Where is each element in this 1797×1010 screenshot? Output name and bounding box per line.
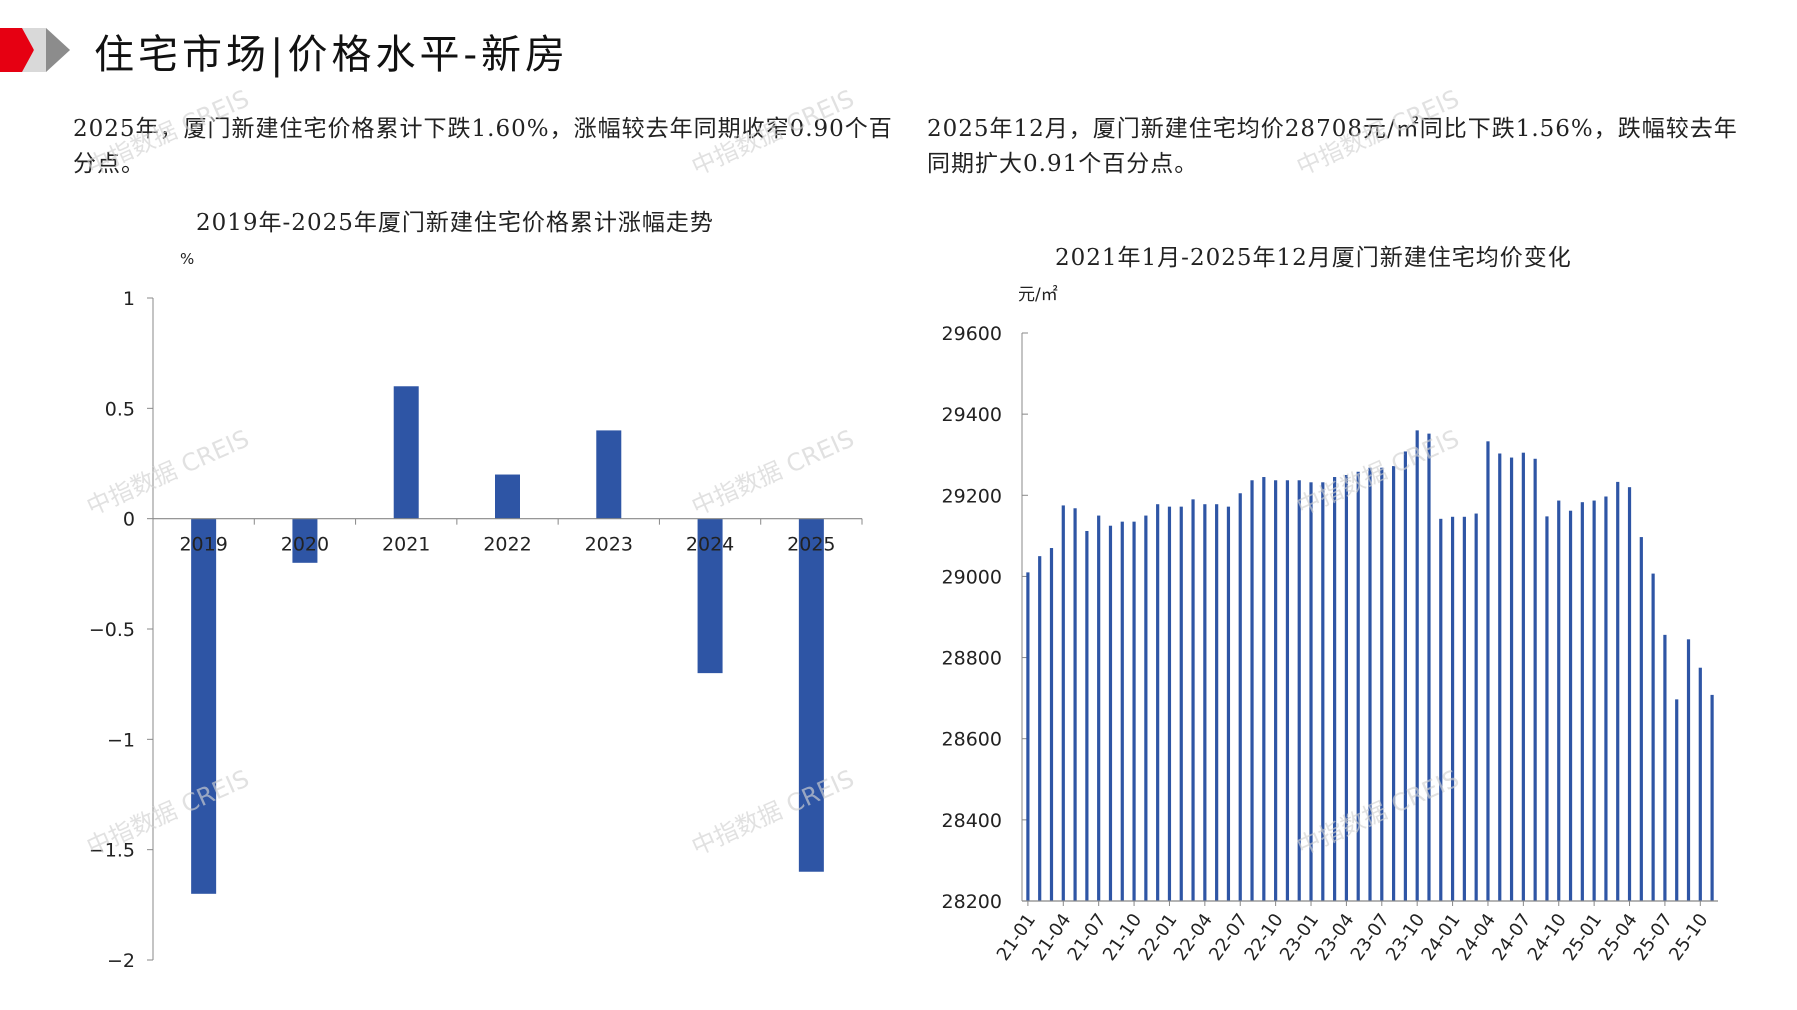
price-bar (1509, 457, 1514, 901)
y-tick-label: 0.5 (105, 398, 135, 420)
x-tick-label: 2019 (179, 534, 227, 556)
price-bar (1250, 480, 1254, 901)
price-bar (1356, 471, 1360, 901)
price-bar (1462, 516, 1466, 901)
bar-2020 (292, 518, 318, 563)
price-bar (1344, 475, 1349, 901)
x-tick-label: 2022 (483, 534, 531, 556)
price-bar (1203, 504, 1207, 901)
bar-2022 (495, 474, 520, 519)
y-tick-label: −0.5 (89, 619, 135, 641)
price-bar (1627, 487, 1632, 901)
price-bar (1710, 694, 1714, 901)
price-bar (1639, 537, 1643, 901)
price-bar (1557, 500, 1561, 901)
price-bar (1651, 573, 1655, 901)
bar-2024 (697, 518, 723, 674)
price-bar (1097, 515, 1101, 901)
price-bar (1545, 516, 1549, 901)
price-bar (1663, 634, 1667, 901)
price-bar (1191, 499, 1195, 901)
price-bar (1616, 481, 1620, 901)
price-bar (1698, 667, 1702, 901)
bar-2025 (798, 518, 824, 872)
price-bar (1309, 482, 1313, 901)
summary-left: 2025年，厦门新建住宅价格累计下跌1.60%，涨幅较去年同期收窄0.90个百分… (73, 116, 893, 177)
price-bar (1391, 466, 1396, 901)
page-title: 住宅市场|价格水平-新房 (94, 32, 569, 78)
price-bar (1061, 505, 1065, 901)
price-bar (1580, 502, 1584, 901)
price-bar (1085, 530, 1089, 901)
bar-2023 (596, 430, 622, 519)
y-tick-label: 0 (123, 509, 135, 531)
y-tick-label: −2 (107, 950, 135, 972)
price-bar (1450, 516, 1455, 901)
y-tick-label: −1.5 (89, 840, 135, 862)
y-tick-label: 29200 (942, 485, 1002, 507)
y-tick-label: 28200 (942, 891, 1002, 913)
price-bar (1592, 500, 1596, 901)
x-tick-label: 2021 (382, 534, 430, 556)
price-bar (1238, 493, 1242, 901)
price-bar (1132, 521, 1136, 901)
y-tick-label: 28400 (942, 810, 1002, 832)
price-bar (1179, 506, 1183, 901)
price-bar (1285, 480, 1290, 901)
price-bar (1415, 430, 1419, 901)
x-tick-label: 25-10 (1665, 910, 1712, 965)
price-bar (1604, 496, 1608, 901)
price-bar (1675, 699, 1679, 901)
price-bar (1073, 508, 1077, 901)
chart-title-left: 2019年-2025年厦门新建住宅价格累计涨幅走势 (196, 210, 714, 236)
price-bar (1368, 467, 1372, 901)
price-bar (1120, 521, 1124, 901)
bar-2021 (393, 386, 419, 519)
y-tick-label: 29400 (942, 404, 1002, 426)
price-bar (1108, 525, 1113, 901)
x-tick-label: 2023 (585, 534, 633, 556)
price-bar (1156, 504, 1160, 901)
price-bar (1439, 518, 1443, 901)
x-tick-label: 2020 (281, 534, 329, 556)
price-bar (1167, 506, 1172, 901)
y-axis-unit: % (180, 250, 194, 268)
price-bar (1049, 548, 1054, 901)
y-tick-label: 28800 (942, 648, 1002, 670)
y-tick-label: 28600 (942, 729, 1002, 751)
price-bar (1333, 477, 1337, 901)
price-bar (1321, 482, 1325, 901)
price-bar (1686, 639, 1691, 901)
price-bar (1215, 504, 1219, 901)
price-bar (1038, 556, 1042, 901)
price-bar (1498, 453, 1502, 901)
price-bar (1486, 441, 1490, 901)
price-bar (1403, 451, 1407, 901)
summary-right: 2025年12月，厦门新建住宅均价28708元/㎡同比下跌1.56%，跌幅较去年… (927, 116, 1738, 177)
y-axis-unit: 元/㎡ (1018, 285, 1058, 305)
brand-logo (0, 28, 70, 72)
price-bar (1297, 480, 1301, 901)
y-tick-label: 1 (123, 288, 135, 310)
y-tick-label: −1 (107, 729, 135, 751)
bar-2019 (191, 518, 217, 894)
price-bar (1568, 510, 1573, 901)
price-bar (1274, 480, 1278, 901)
price-bar (1380, 467, 1384, 901)
y-tick-label: 29000 (942, 566, 1002, 588)
price-bar (1427, 433, 1431, 901)
price-bar (1262, 477, 1266, 901)
price-bar (1026, 572, 1030, 901)
y-tick-label: 29600 (942, 323, 1002, 345)
chart-title-right: 2021年1月-2025年12月厦门新建住宅均价变化 (1055, 245, 1572, 271)
price-bar (1521, 452, 1525, 901)
x-tick-label: 2025 (787, 534, 835, 556)
price-bar (1226, 506, 1231, 901)
x-tick-label: 2024 (686, 534, 734, 556)
price-bar (1144, 515, 1148, 901)
price-bar (1474, 513, 1478, 901)
price-bar (1533, 458, 1537, 901)
